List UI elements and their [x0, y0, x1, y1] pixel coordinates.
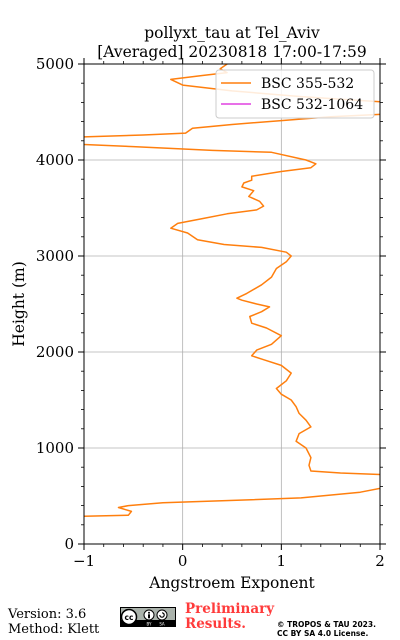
legend-box [215, 69, 375, 119]
preliminary-notice: Preliminary Results. [185, 602, 274, 632]
svg-text:BY: BY [147, 621, 153, 626]
y-tick-label: 0 [64, 535, 74, 553]
series-layer [84, 64, 380, 517]
version-label: Version: 3.6 [8, 607, 87, 622]
cc-by-sa-badge-icon: cc BY SA [120, 607, 176, 627]
preliminary-line1: Preliminary [185, 601, 275, 617]
y-tick-label: 5000 [36, 55, 74, 73]
y-tick-label: 3000 [36, 247, 74, 265]
chart-canvas: pollyxt_tau at Tel_Aviv [Averaged] 20230… [10, 24, 386, 592]
grid [84, 64, 380, 544]
copyright-line1: © TROPOS & TAU 2023. [277, 620, 376, 629]
method-label: Method: Klett [8, 622, 100, 637]
legend: BSC 355-532 BSC 532-1064 [215, 69, 375, 119]
chart-title-line2: [Averaged] 20230818 17:00-17:59 [97, 43, 367, 61]
preliminary-line2: Results. [185, 616, 246, 632]
y-tick-label: 4000 [36, 151, 74, 169]
y-tick-label: 2000 [36, 343, 74, 361]
x-axis-label: Angstroem Exponent [148, 574, 315, 592]
copyright-notice: © TROPOS & TAU 2023. CC BY SA 4.0 Licens… [277, 620, 376, 638]
y-tick-label: 1000 [36, 439, 74, 457]
series-line-1 [84, 64, 380, 517]
x-tick-label: 2 [375, 552, 385, 570]
x-tick-label: 1 [277, 552, 287, 570]
y-axis-label: Height (m) [10, 261, 28, 347]
plot-frame [83, 63, 381, 545]
chart-title-line1: pollyxt_tau at Tel_Aviv [144, 24, 320, 42]
legend-label-bsc-532-1064: BSC 532-1064 [261, 97, 363, 113]
x-tick-label: 0 [178, 552, 188, 570]
svg-text:SA: SA [159, 621, 165, 626]
svg-text:cc: cc [125, 613, 134, 622]
copyright-line2: CC BY SA 4.0 License. [277, 629, 369, 638]
legend-label-bsc-355-532: BSC 355-532 [261, 76, 354, 92]
x-tick-label: −1 [73, 552, 95, 570]
